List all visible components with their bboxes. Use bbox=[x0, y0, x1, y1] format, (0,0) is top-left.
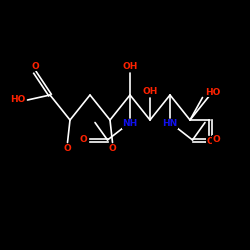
Text: OH: OH bbox=[122, 62, 138, 71]
Text: HO: HO bbox=[205, 88, 220, 97]
Text: HN: HN bbox=[162, 119, 178, 128]
Text: O: O bbox=[31, 62, 39, 71]
Text: O: O bbox=[212, 136, 220, 144]
Text: O: O bbox=[80, 136, 88, 144]
Text: O: O bbox=[64, 144, 72, 153]
Text: O: O bbox=[108, 144, 116, 153]
Text: HO: HO bbox=[10, 96, 25, 104]
Text: OH: OH bbox=[142, 87, 158, 96]
Text: NH: NH bbox=[122, 119, 138, 128]
Text: O: O bbox=[206, 137, 214, 146]
